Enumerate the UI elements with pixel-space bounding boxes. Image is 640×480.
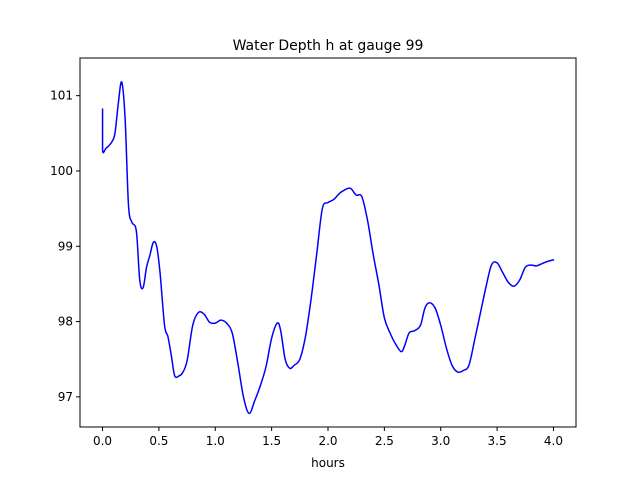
plot-area <box>101 81 555 415</box>
x-tick-label: 4.0 <box>544 434 563 448</box>
y-tick-label: 100 <box>50 164 73 178</box>
y-tick-label: 99 <box>58 239 73 253</box>
x-tick-label: 0.5 <box>149 434 168 448</box>
x-tick-label: 1.5 <box>262 434 281 448</box>
x-tick-label: 3.0 <box>431 434 450 448</box>
y-tick-label: 98 <box>58 315 73 329</box>
x-tick-label: 2.0 <box>318 434 337 448</box>
x-tick-label: 3.5 <box>488 434 507 448</box>
x-axis-label: hours <box>311 456 345 470</box>
x-tick-label: 2.5 <box>375 434 394 448</box>
x-axis-ticks: 0.0 0.5 1.0 1.5 2.0 2.5 3.0 3.5 4.0 <box>93 427 563 448</box>
x-tick-label: 1.0 <box>206 434 225 448</box>
x-tick-label: 0.0 <box>93 434 112 448</box>
y-axis-ticks: 97 98 99 100 101 <box>50 89 80 404</box>
axes-frame <box>79 57 577 428</box>
series-line <box>101 81 555 415</box>
chart-title: Water Depth h at gauge 99 <box>233 38 424 54</box>
y-tick-label: 97 <box>58 390 73 404</box>
y-tick-label: 101 <box>50 89 73 103</box>
